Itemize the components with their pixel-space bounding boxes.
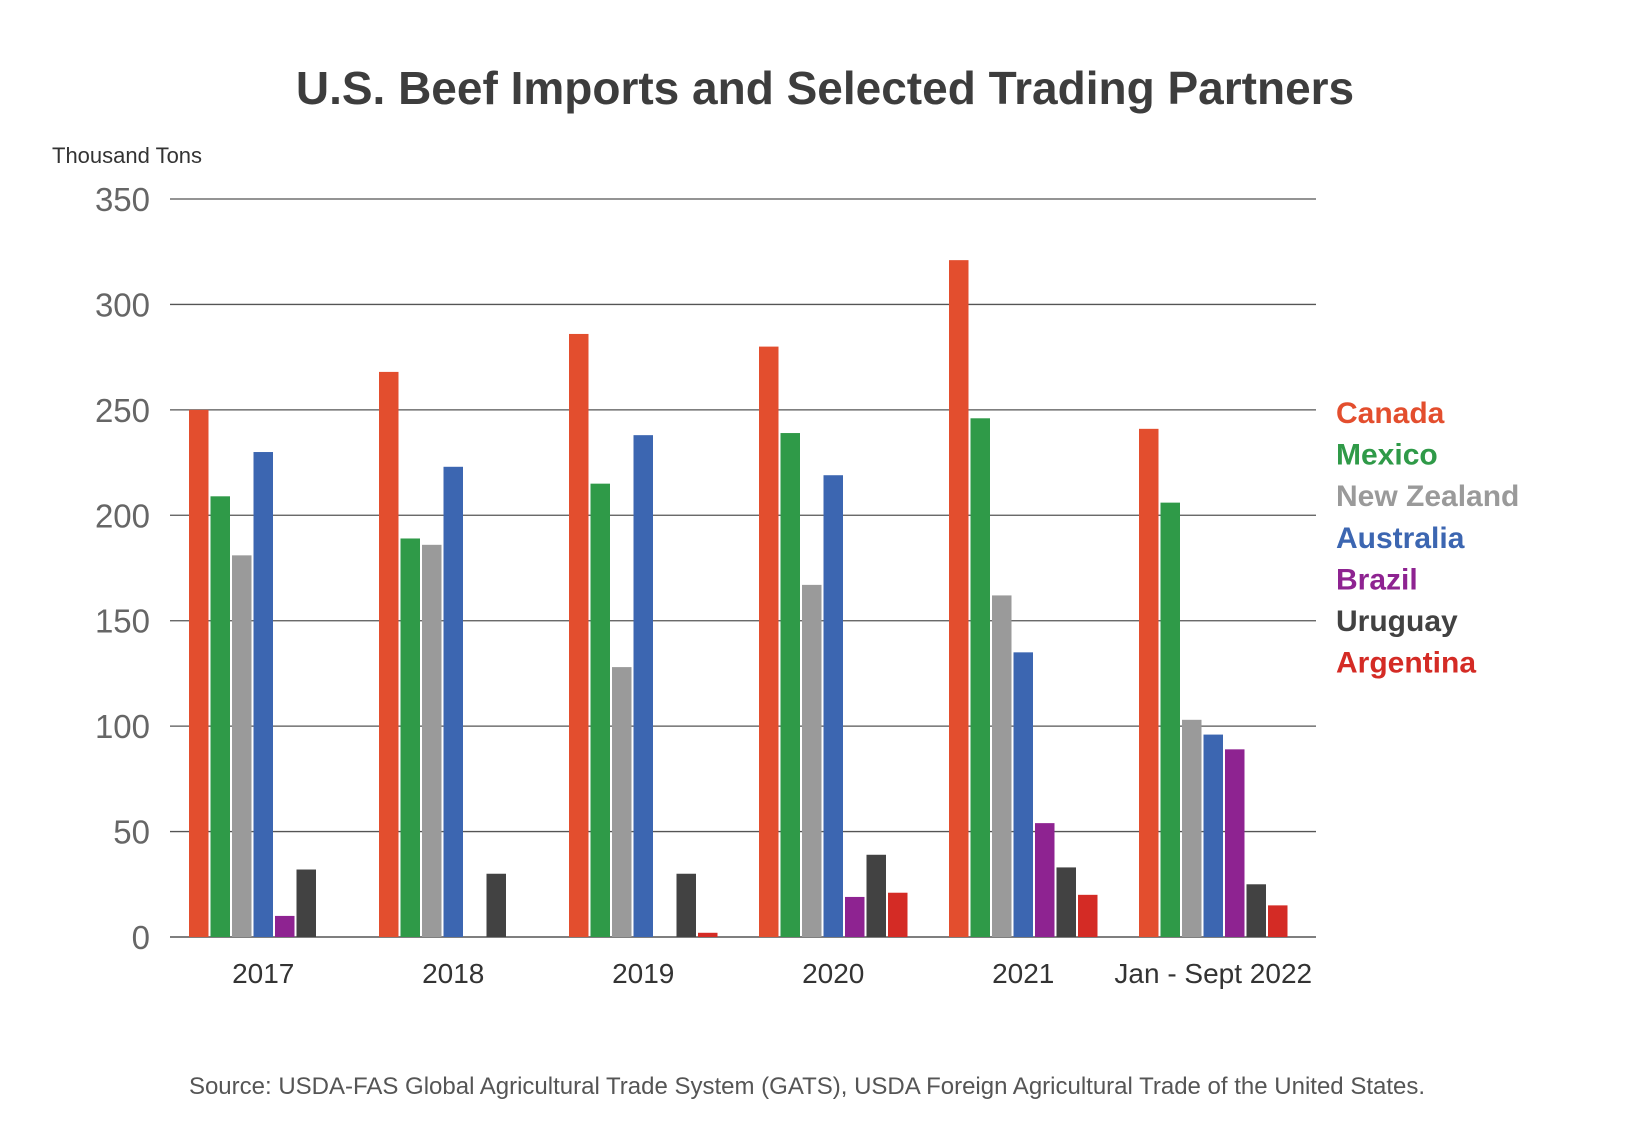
legend-item-uruguay: Uruguay [1336,605,1458,638]
y-tick-label: 50 [113,814,150,851]
bar-canada [1139,428,1159,937]
bar-mexico [970,418,990,937]
y-tick-label: 350 [95,181,150,218]
chart-title: U.S. Beef Imports and Selected Trading P… [296,62,1354,114]
bar-mexico [590,483,610,937]
bar-canada [379,371,399,938]
bar-uruguay [1056,867,1076,937]
bar-mexico [1160,502,1180,937]
bar-new-zealand [992,595,1012,937]
bar-argentina [1268,905,1288,937]
x-tick-label: 2017 [232,958,294,989]
bar-australia [823,475,843,937]
bar-group [379,371,506,938]
bar-brazil [1225,749,1245,937]
legend: Canada Mexico New Zealand Australia Brazil Ur… [1336,397,1519,680]
bar-mexico [400,538,420,937]
bars [189,260,1288,938]
bar-group [1139,428,1288,937]
bar-uruguay [866,854,886,937]
bar-new-zealand [232,555,252,937]
y-tick-label: 300 [95,286,150,323]
bar-australia [633,435,653,937]
bar-group [569,333,718,937]
bar-uruguay [1246,884,1266,937]
x-tick-label: 2021 [992,958,1054,989]
bar-new-zealand [422,544,442,937]
x-tick-label: Jan - Sept 2022 [1114,958,1312,989]
bar-australia [253,452,273,937]
bar-canada [949,260,969,937]
bar-group [759,346,908,938]
bar-group [949,260,1098,937]
legend-item-mexico: Mexico [1336,439,1438,472]
bar-australia [1013,652,1033,937]
y-tick-label: 250 [95,392,150,429]
bar-brazil [1035,823,1055,937]
legend-item-canada: Canada [1336,397,1445,430]
source-note: Source: USDA-FAS Global Agricultural Tra… [189,1073,1425,1100]
bar-australia [443,466,463,937]
x-tick-label: 2020 [802,958,864,989]
bar-argentina [888,892,908,937]
bar-group [189,409,316,937]
legend-item-brazil: Brazil [1336,563,1418,596]
bar-australia [1203,734,1223,937]
y-tick-label: 200 [95,497,150,534]
bar-argentina [698,932,718,937]
bar-mexico [780,433,800,937]
x-axis-ticks: 2017 2018 2019 2020 2021 Jan - Sept 2022 [232,958,1312,989]
y-axis-unit-label: Thousand Tons [52,143,202,168]
bar-mexico [210,496,230,937]
bar-uruguay [676,873,696,937]
bar-canada [189,409,209,937]
y-axis-ticks: 0 50 100 150 200 250 300 350 [95,181,150,956]
bar-uruguay [296,869,316,937]
bar-new-zealand [802,584,822,937]
bar-new-zealand [1182,719,1202,937]
legend-item-australia: Australia [1336,522,1465,555]
y-tick-label: 0 [132,919,150,956]
bar-canada [569,333,589,937]
bar-brazil [845,896,865,937]
x-tick-label: 2019 [612,958,674,989]
bar-argentina [1078,894,1098,937]
y-tick-label: 100 [95,708,150,745]
bar-uruguay [486,873,506,937]
y-tick-label: 150 [95,603,150,640]
legend-item-argentina: Argentina [1336,647,1476,680]
bar-new-zealand [612,667,632,937]
x-tick-label: 2018 [422,958,484,989]
gridlines [170,198,1316,938]
bar-canada [759,346,779,938]
bar-brazil [275,915,295,937]
legend-item-new-zealand: New Zealand [1336,480,1519,513]
